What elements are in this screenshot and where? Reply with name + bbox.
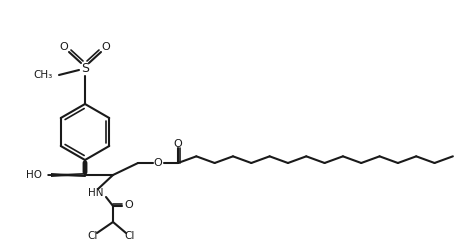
Text: HO: HO (26, 170, 42, 180)
Text: O: O (174, 139, 182, 149)
Text: HN: HN (88, 188, 104, 198)
Text: Cl: Cl (125, 231, 135, 241)
Text: Cl: Cl (88, 231, 98, 241)
Text: O: O (60, 42, 68, 52)
Text: O: O (154, 158, 162, 168)
Text: S: S (81, 62, 89, 75)
Polygon shape (51, 173, 85, 177)
Text: O: O (102, 42, 110, 52)
Text: CH₃: CH₃ (34, 70, 53, 80)
Text: O: O (125, 200, 133, 210)
